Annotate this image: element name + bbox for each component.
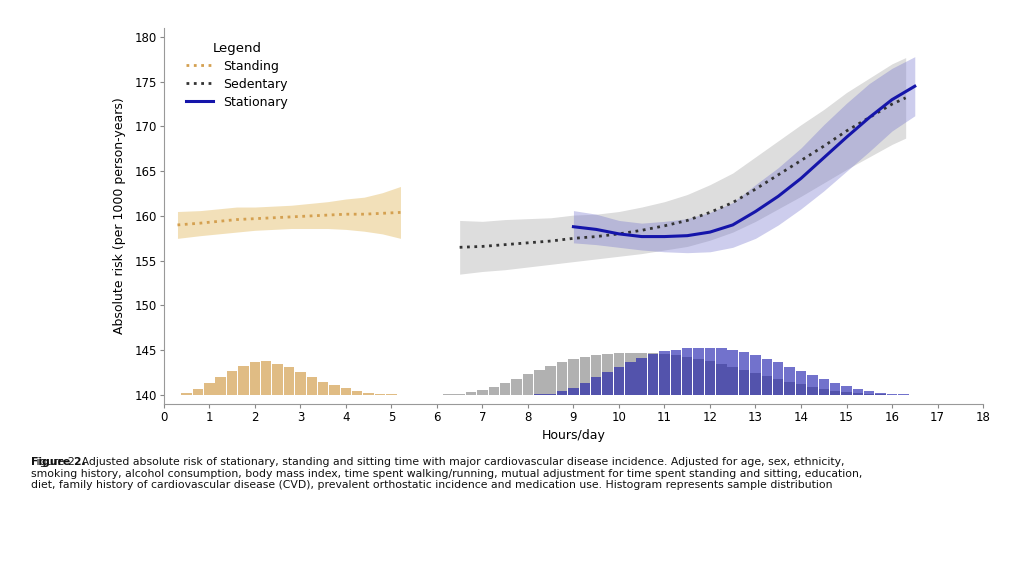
Bar bbox=[739, 352, 750, 395]
Bar bbox=[375, 393, 385, 395]
Y-axis label: Absolute risk (per 1000 person-years): Absolute risk (per 1000 person-years) bbox=[114, 98, 126, 334]
X-axis label: Hours/day: Hours/day bbox=[542, 429, 605, 443]
Bar bbox=[557, 362, 567, 395]
Bar bbox=[829, 391, 841, 395]
Bar bbox=[842, 392, 852, 395]
Bar bbox=[272, 364, 283, 395]
Bar bbox=[580, 357, 590, 395]
Bar bbox=[818, 389, 829, 395]
Bar bbox=[568, 360, 579, 395]
Bar bbox=[466, 392, 476, 395]
Bar bbox=[773, 362, 783, 395]
Bar bbox=[853, 393, 863, 395]
Bar bbox=[716, 364, 727, 395]
Bar bbox=[637, 353, 647, 395]
Bar bbox=[796, 371, 806, 395]
Bar bbox=[557, 392, 567, 395]
Bar bbox=[386, 394, 396, 395]
Bar bbox=[352, 391, 362, 395]
Bar bbox=[239, 366, 249, 395]
Bar bbox=[181, 393, 191, 395]
Bar bbox=[306, 377, 317, 395]
Bar bbox=[602, 354, 612, 395]
Bar bbox=[613, 353, 625, 395]
Bar bbox=[637, 357, 647, 395]
Bar bbox=[227, 371, 238, 395]
Text: Figure 2. Adjusted absolute risk of stationary, standing and sitting time with m: Figure 2. Adjusted absolute risk of stat… bbox=[31, 457, 862, 490]
Bar bbox=[477, 389, 487, 395]
Bar bbox=[625, 362, 636, 395]
Bar bbox=[807, 375, 817, 395]
Bar bbox=[215, 377, 226, 395]
Bar bbox=[204, 383, 215, 395]
Bar bbox=[773, 379, 783, 395]
Bar bbox=[705, 348, 715, 395]
Bar bbox=[591, 378, 601, 395]
Bar bbox=[455, 393, 465, 395]
Bar bbox=[522, 374, 534, 395]
Bar bbox=[693, 348, 703, 395]
Bar bbox=[716, 348, 727, 395]
Bar bbox=[784, 381, 795, 395]
Bar bbox=[659, 354, 670, 395]
Bar bbox=[829, 383, 841, 395]
Bar bbox=[580, 383, 590, 395]
Bar bbox=[250, 362, 260, 395]
Bar bbox=[739, 370, 750, 395]
Bar bbox=[727, 350, 738, 395]
Bar bbox=[807, 387, 817, 395]
Bar bbox=[762, 376, 772, 395]
Bar bbox=[751, 355, 761, 395]
Bar bbox=[535, 394, 545, 395]
Bar bbox=[284, 367, 294, 395]
Bar bbox=[602, 372, 612, 395]
Bar bbox=[443, 394, 454, 395]
Bar bbox=[535, 370, 545, 395]
Bar bbox=[671, 355, 681, 395]
Bar bbox=[511, 379, 522, 395]
Text: Figure 2.: Figure 2. bbox=[31, 457, 86, 467]
Bar bbox=[295, 372, 305, 395]
Bar bbox=[488, 387, 499, 395]
Legend: Standing, Sedentary, Stationary: Standing, Sedentary, Stationary bbox=[178, 34, 296, 116]
Bar bbox=[568, 388, 579, 395]
Bar bbox=[648, 354, 658, 395]
Bar bbox=[317, 381, 329, 395]
Bar bbox=[887, 394, 897, 395]
Bar bbox=[193, 389, 203, 395]
Bar bbox=[876, 394, 886, 395]
Bar bbox=[796, 384, 806, 395]
Bar bbox=[727, 366, 738, 395]
Bar bbox=[546, 366, 556, 395]
Bar bbox=[671, 350, 681, 395]
Bar bbox=[546, 393, 556, 395]
Bar bbox=[330, 385, 340, 395]
Bar bbox=[876, 393, 886, 395]
Bar bbox=[842, 386, 852, 395]
Bar bbox=[500, 383, 510, 395]
Bar bbox=[682, 348, 692, 395]
Bar bbox=[864, 391, 874, 395]
Bar bbox=[364, 393, 374, 395]
Bar bbox=[705, 361, 715, 395]
Bar bbox=[341, 388, 351, 395]
Bar bbox=[693, 358, 703, 395]
Bar bbox=[682, 357, 692, 395]
Bar bbox=[818, 379, 829, 395]
Bar bbox=[648, 353, 658, 395]
Bar bbox=[751, 373, 761, 395]
Bar bbox=[613, 366, 625, 395]
Bar bbox=[625, 353, 636, 395]
Bar bbox=[864, 394, 874, 395]
Bar bbox=[659, 352, 670, 395]
Bar bbox=[591, 355, 601, 395]
Bar bbox=[762, 358, 772, 395]
Bar bbox=[261, 361, 271, 395]
Bar bbox=[853, 389, 863, 395]
Bar bbox=[784, 366, 795, 395]
